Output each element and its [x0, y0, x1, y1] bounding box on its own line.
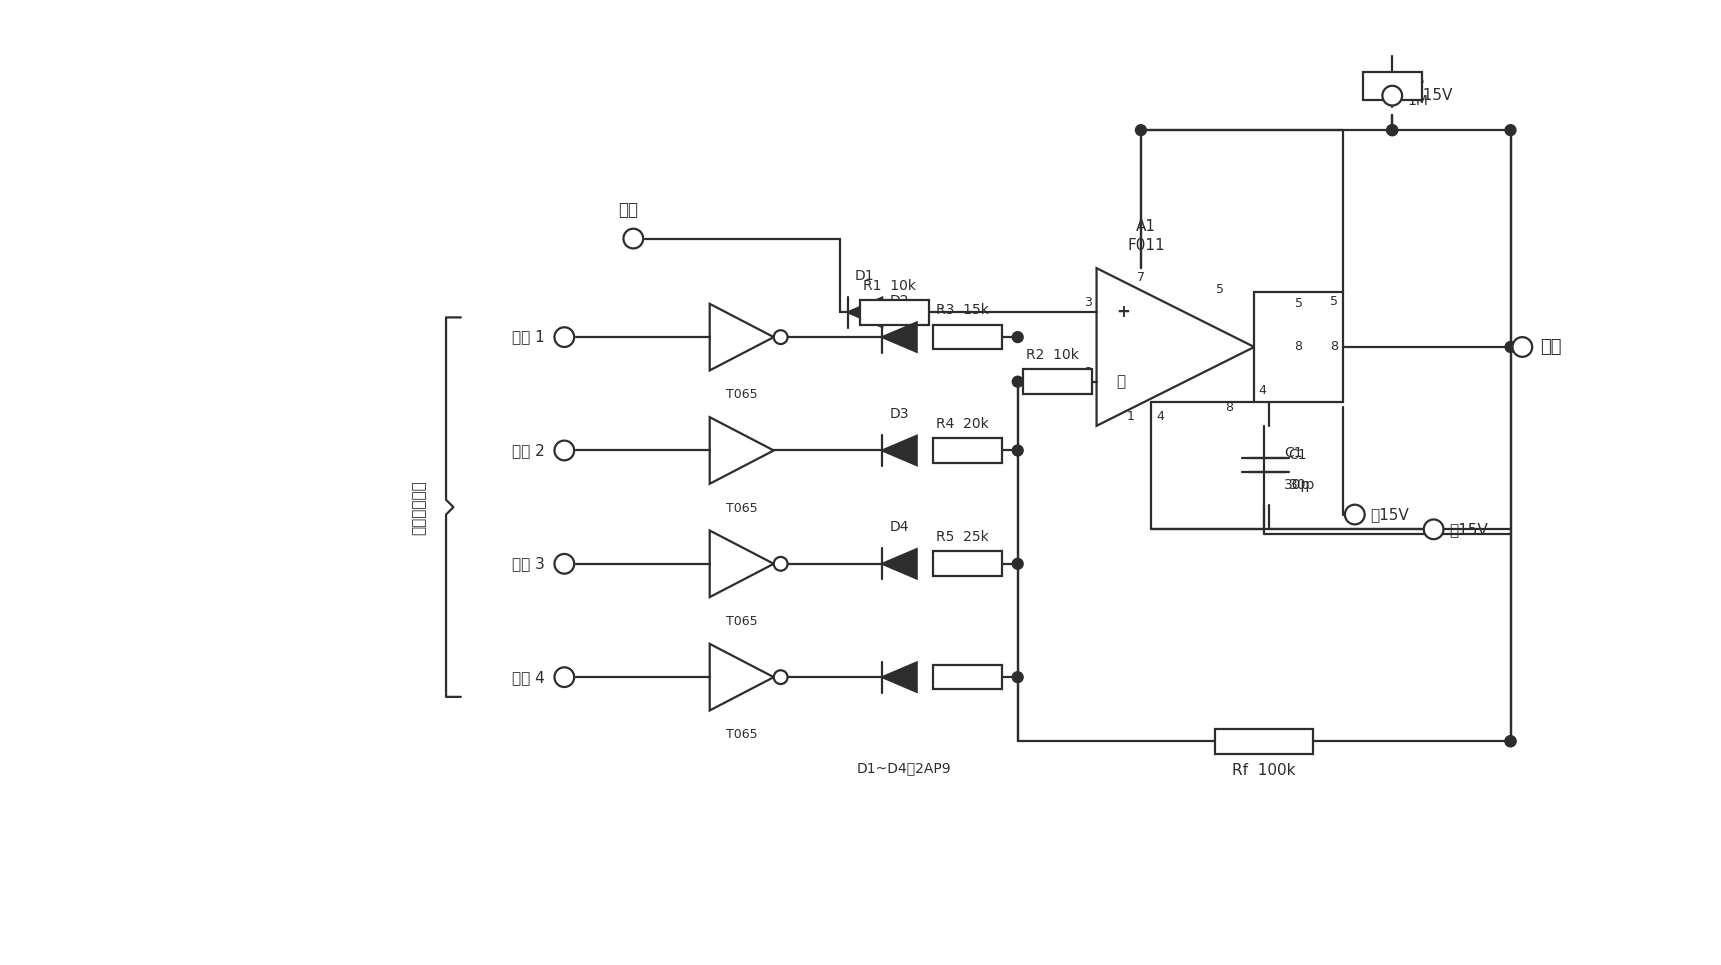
Text: C1: C1: [1289, 449, 1308, 462]
Circle shape: [554, 327, 575, 347]
Text: 7: 7: [1138, 271, 1144, 284]
Text: 2: 2: [1084, 366, 1091, 378]
Polygon shape: [883, 322, 917, 352]
Text: 输出: 输出: [1540, 338, 1561, 356]
Polygon shape: [883, 549, 917, 578]
Text: D4: D4: [890, 520, 909, 535]
Polygon shape: [883, 436, 917, 465]
Bar: [933, 438, 1002, 463]
Bar: [860, 300, 929, 324]
Circle shape: [774, 330, 788, 344]
Circle shape: [1506, 124, 1516, 135]
Text: 8: 8: [1294, 341, 1303, 353]
Text: －15V: －15V: [1370, 507, 1409, 522]
Circle shape: [1136, 124, 1146, 135]
Text: 5: 5: [1294, 296, 1303, 310]
Bar: [1363, 72, 1422, 99]
Text: 5: 5: [1330, 294, 1337, 308]
Text: 1: 1: [1127, 410, 1134, 423]
Circle shape: [1387, 124, 1397, 135]
Text: 输入: 输入: [618, 201, 638, 219]
Text: T065: T065: [726, 729, 757, 741]
Circle shape: [1506, 735, 1516, 747]
Circle shape: [1513, 337, 1532, 357]
Text: 8: 8: [1225, 401, 1234, 414]
Circle shape: [1012, 376, 1022, 387]
Text: 5: 5: [1215, 283, 1224, 296]
Circle shape: [1387, 124, 1397, 135]
Text: 4: 4: [1258, 384, 1267, 398]
Circle shape: [554, 554, 575, 573]
Bar: [933, 665, 1002, 689]
Text: +: +: [1117, 303, 1131, 321]
Circle shape: [554, 668, 575, 687]
Polygon shape: [848, 297, 883, 327]
Text: T065: T065: [726, 388, 757, 401]
Circle shape: [774, 671, 788, 684]
Bar: [1215, 729, 1313, 754]
Circle shape: [1506, 735, 1516, 747]
Circle shape: [1012, 672, 1022, 682]
Text: R6: R6: [1408, 74, 1425, 88]
Text: 数据 3: 数据 3: [511, 556, 544, 571]
Circle shape: [774, 557, 788, 570]
Text: T065: T065: [726, 615, 757, 628]
Text: D2: D2: [890, 293, 909, 308]
Text: D3: D3: [890, 407, 909, 421]
Text: T065: T065: [726, 502, 757, 514]
Bar: [1255, 291, 1342, 402]
Text: 控制数据输入: 控制数据输入: [411, 480, 427, 535]
Text: D1: D1: [855, 268, 874, 283]
Text: 数据 2: 数据 2: [511, 443, 544, 458]
Text: R4  20k: R4 20k: [936, 417, 988, 430]
Text: 1M: 1M: [1408, 94, 1428, 107]
Text: R1  10k: R1 10k: [862, 279, 916, 292]
Text: 3: 3: [1084, 296, 1091, 310]
Text: 30p: 30p: [1284, 478, 1310, 492]
Text: 8: 8: [1330, 341, 1337, 353]
Circle shape: [623, 229, 644, 248]
Text: F011: F011: [1127, 238, 1165, 254]
Text: －: －: [1117, 374, 1126, 389]
Text: 6: 6: [1258, 331, 1267, 344]
Circle shape: [1423, 519, 1444, 539]
Circle shape: [1344, 505, 1365, 524]
Circle shape: [1382, 86, 1403, 105]
Text: C1: C1: [1284, 447, 1303, 460]
Text: 4: 4: [1157, 410, 1165, 423]
Text: 30p: 30p: [1289, 478, 1315, 492]
Text: －15V: －15V: [1449, 522, 1489, 537]
Circle shape: [1506, 342, 1516, 352]
Text: R5  25k: R5 25k: [936, 530, 988, 544]
Circle shape: [554, 441, 575, 460]
Text: 数据 4: 数据 4: [511, 670, 544, 684]
Bar: [933, 551, 1002, 576]
Text: R3  15k: R3 15k: [936, 303, 988, 317]
Circle shape: [1012, 559, 1022, 569]
Text: 数据 1: 数据 1: [511, 330, 544, 345]
Text: +15V: +15V: [1409, 88, 1453, 103]
Circle shape: [1012, 332, 1022, 343]
Text: D1~D4：2AP9: D1~D4：2AP9: [857, 761, 952, 775]
Text: A1: A1: [1136, 219, 1157, 234]
Bar: [1022, 370, 1091, 394]
Text: Rf  100k: Rf 100k: [1232, 763, 1296, 778]
Polygon shape: [883, 663, 917, 692]
Bar: [933, 325, 1002, 349]
Circle shape: [1012, 445, 1022, 455]
Text: R2  10k: R2 10k: [1026, 348, 1079, 362]
